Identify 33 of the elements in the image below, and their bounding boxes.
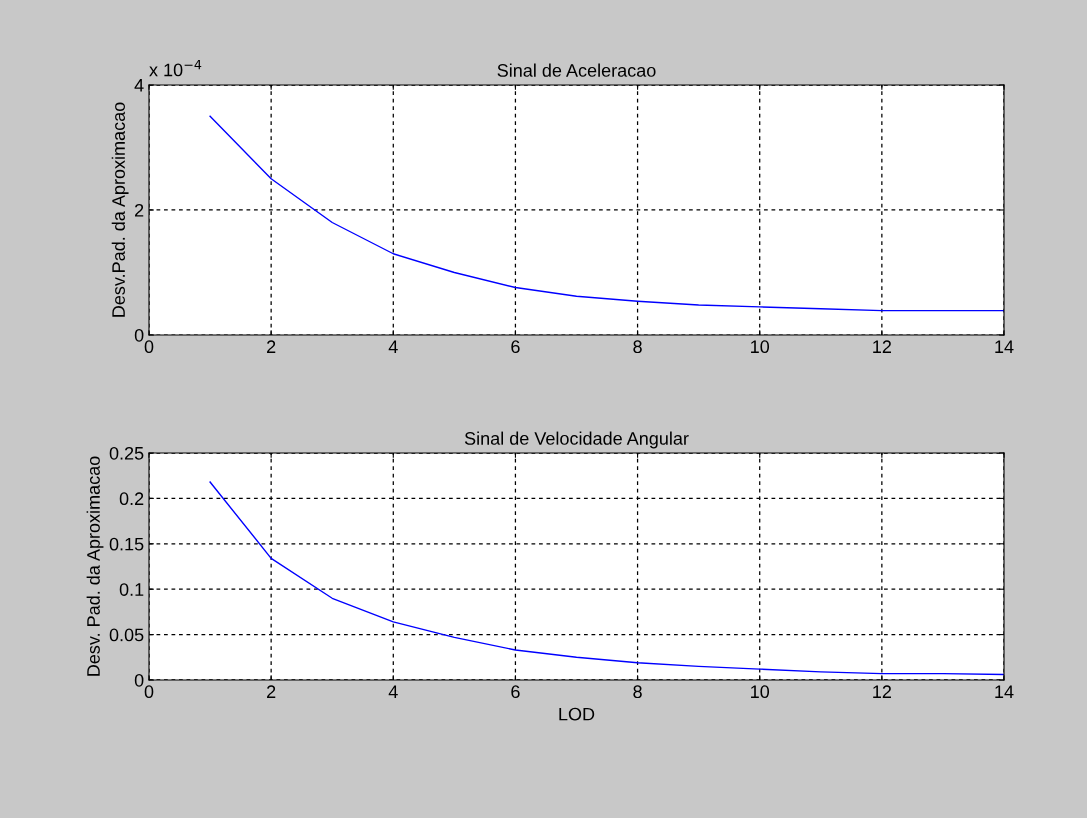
y-tick-label: 0.15 [109,537,144,551]
x-tick-label: 2 [267,685,276,698]
y-tick-label: 0.2 [119,492,144,506]
y-tick-label: 0 [134,328,144,342]
x-tick-label: 10 [751,340,770,354]
x-axis-title: LOD [559,707,595,721]
chart-title: Sinal de Aceleracao [497,63,656,77]
y-axis-title: Desv.Pad. da Aproximacao [111,102,129,317]
y-tick-label: 2 [135,203,144,217]
chart-title: Sinal de Velocidade Angular [464,431,689,449]
x-tick-label: 4 [388,685,398,698]
y-tick-label: 0.1 [119,583,144,596]
x-tick-label: 2 [267,340,276,353]
y-tick-label: 0.25 [109,446,144,460]
x-tick-label: 6 [511,685,520,699]
x-tick-label: 14 [995,685,1014,698]
y-tick-label: 0 [134,673,144,687]
x-tick-label: 12 [873,685,891,698]
line-series [209,115,1004,312]
x-tick-label: 6 [511,340,520,354]
x-tick-label: 8 [633,340,642,354]
y-tick-label: 0.05 [109,628,144,642]
x-tick-label: 8 [633,685,642,699]
x-tick-label: 4 [388,340,398,353]
x-tick-label: 12 [873,340,891,353]
x-tick-label: 10 [751,685,770,699]
x-tick-label: 0 [144,685,154,699]
x-tick-label: 0 [144,340,154,354]
y-tick-label: 4 [134,79,144,92]
line-series [209,481,1004,676]
x-tick-label: 14 [995,340,1014,353]
text: x 10$^{−4}$ [149,60,202,77]
y-axis-title: Desv. Pad. da Aproximacao [86,456,104,676]
